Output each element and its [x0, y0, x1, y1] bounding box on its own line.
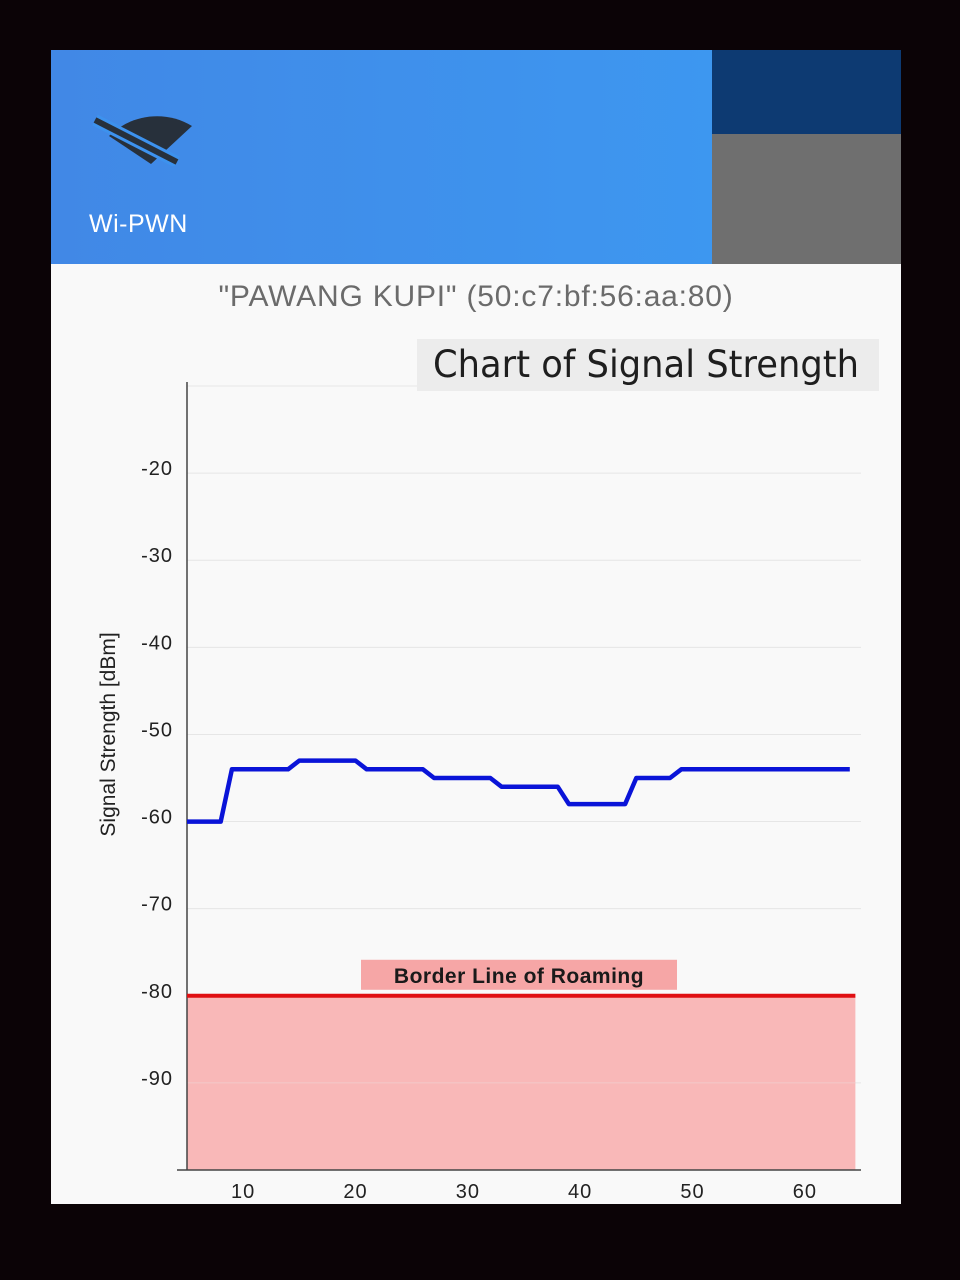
app-window: Wi-PWN "PAWANG KUPI" (50:c7:bf:56:aa:80)… — [51, 50, 901, 1204]
app-bar-overflow-area — [712, 50, 901, 134]
x-tick-label: 10 — [231, 1181, 255, 1203]
y-tick-label: -50 — [141, 719, 173, 741]
x-tick-label: 20 — [343, 1181, 367, 1203]
x-tick-label: 50 — [680, 1181, 704, 1203]
y-tick-label: -20 — [141, 458, 173, 480]
signal-strength-chart: Border Line of Roaming -20 -30 -40 -50 -60 -70… — [97, 339, 879, 1203]
y-tick-label: -60 — [141, 807, 173, 829]
network-header: "PAWANG KUPI" (50:c7:bf:56:aa:80) — [218, 280, 734, 313]
app-bar: Wi-PWN — [51, 50, 712, 264]
x-tick-label: 40 — [568, 1181, 592, 1203]
roaming-label-background — [361, 959, 677, 990]
y-tick-label: -80 — [141, 981, 173, 1003]
chart-title-background — [417, 339, 879, 391]
y-tick-label: -40 — [141, 632, 173, 654]
y-tick-label: -30 — [141, 545, 173, 567]
y-axis-label: Signal Strength [dBm] — [97, 632, 120, 836]
y-tick-label: -70 — [141, 894, 173, 916]
x-tick-label: 60 — [793, 1181, 817, 1203]
chart-title: Chart of Signal Strength — [433, 343, 859, 386]
x-tick-label: 30 — [456, 1181, 480, 1203]
y-tick-label: -90 — [141, 1068, 173, 1090]
drawer-scrim — [712, 134, 901, 264]
wifi-off-icon — [92, 114, 192, 166]
app-title: Wi-PWN — [89, 210, 188, 238]
signal-series-line — [187, 758, 850, 824]
roaming-threshold-label: Border Line of Roaming — [394, 965, 644, 988]
